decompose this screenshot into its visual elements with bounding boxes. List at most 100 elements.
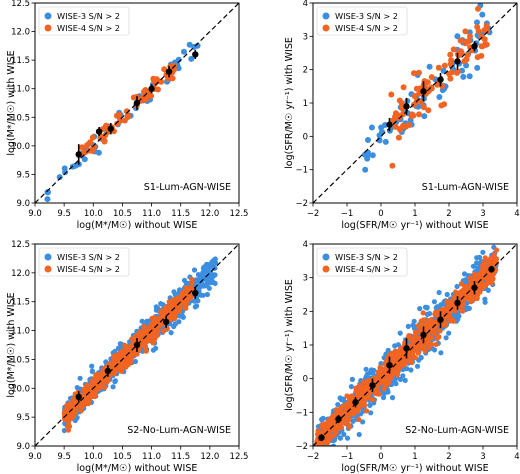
data-point bbox=[337, 435, 343, 441]
data-point bbox=[462, 28, 469, 35]
data-point bbox=[168, 330, 174, 336]
data-point bbox=[452, 308, 458, 314]
data-point bbox=[45, 189, 51, 196]
data-point bbox=[338, 405, 344, 411]
y-tick-label: 12.0 bbox=[11, 28, 30, 38]
data-point bbox=[473, 275, 480, 281]
data-point bbox=[320, 458, 325, 463]
legend-box bbox=[38, 247, 130, 277]
data-point bbox=[400, 122, 407, 129]
data-point bbox=[458, 281, 464, 287]
x-tick-label: 10.5 bbox=[113, 452, 132, 462]
data-point bbox=[447, 75, 454, 82]
data-point bbox=[479, 263, 486, 269]
x-axis-label: log(M*/M☉) without WISE bbox=[77, 220, 198, 231]
data-point bbox=[455, 52, 462, 59]
data-point bbox=[356, 404, 362, 410]
data-point bbox=[189, 277, 195, 283]
x-tick-label: 9.5 bbox=[57, 452, 71, 462]
data-point bbox=[382, 138, 389, 145]
data-point bbox=[464, 292, 470, 298]
data-point bbox=[188, 55, 195, 62]
data-point bbox=[320, 424, 326, 430]
data-point bbox=[433, 341, 439, 347]
data-point bbox=[474, 255, 480, 261]
data-point bbox=[460, 73, 467, 80]
data-point bbox=[479, 285, 485, 291]
data-point bbox=[436, 289, 442, 296]
data-point bbox=[369, 370, 375, 376]
data-point bbox=[416, 111, 422, 118]
data-point bbox=[490, 261, 496, 267]
median-point bbox=[318, 434, 325, 441]
data-point bbox=[463, 277, 469, 283]
legend-marker bbox=[44, 24, 52, 32]
data-point bbox=[331, 412, 337, 419]
data-point bbox=[367, 402, 373, 408]
y-tick-label: 11.5 bbox=[11, 298, 30, 308]
y-tick-label: 9.5 bbox=[16, 413, 30, 423]
data-point bbox=[152, 80, 159, 86]
y-tick-label: 9.5 bbox=[16, 170, 30, 180]
data-point bbox=[364, 153, 371, 160]
data-point bbox=[447, 303, 453, 309]
data-point bbox=[467, 282, 473, 288]
legend: WISE-3 S/N > 2 WISE-4 S/N > 2 bbox=[38, 247, 130, 277]
data-point bbox=[324, 434, 330, 440]
data-point bbox=[475, 28, 482, 35]
median-point bbox=[148, 85, 155, 92]
data-point bbox=[421, 78, 428, 85]
x-tick-label: 2 bbox=[446, 209, 451, 219]
x-tick-label: 1 bbox=[412, 209, 417, 219]
data-point bbox=[365, 137, 371, 143]
y-tick-label: 10.5 bbox=[11, 355, 30, 365]
data-point bbox=[413, 335, 419, 341]
plot-area bbox=[313, 244, 517, 463]
data-point bbox=[87, 395, 93, 401]
x-tick-label: 11.0 bbox=[142, 209, 161, 219]
data-point bbox=[124, 356, 130, 362]
data-point bbox=[404, 98, 411, 104]
median-point bbox=[437, 316, 444, 323]
data-point bbox=[445, 299, 451, 305]
data-point bbox=[348, 384, 354, 390]
data-point bbox=[121, 117, 128, 124]
data-point bbox=[361, 379, 367, 385]
plot-area bbox=[35, 3, 239, 203]
data-point bbox=[411, 318, 417, 324]
data-point bbox=[181, 48, 187, 55]
data-point bbox=[467, 33, 473, 40]
data-point bbox=[62, 169, 69, 176]
data-point bbox=[158, 301, 164, 307]
data-point bbox=[436, 94, 443, 100]
y-tick-label: 4 bbox=[303, 0, 308, 9]
data-point bbox=[418, 321, 424, 327]
data-point bbox=[69, 400, 75, 406]
data-point bbox=[362, 166, 369, 173]
data-point bbox=[446, 330, 452, 336]
data-point bbox=[172, 321, 178, 327]
x-tick-label: 10.0 bbox=[84, 209, 103, 219]
legend: WISE-3 S/N > 2 WISE-4 S/N > 2 bbox=[316, 6, 408, 36]
data-point bbox=[347, 408, 353, 414]
y-tick-label: 12.5 bbox=[11, 0, 30, 9]
series-wise4 bbox=[388, 5, 490, 169]
legend-label: WISE-4 S/N > 2 bbox=[57, 264, 120, 274]
median-point bbox=[104, 367, 112, 375]
data-point bbox=[378, 124, 385, 131]
data-point bbox=[448, 57, 455, 64]
x-tick-label: 0 bbox=[378, 452, 383, 462]
axes-frame bbox=[34, 243, 240, 447]
data-point bbox=[65, 427, 71, 433]
data-point bbox=[478, 52, 485, 59]
data-point bbox=[65, 405, 71, 411]
data-point bbox=[202, 266, 208, 272]
data-point bbox=[475, 5, 481, 12]
y-tick-label: 3 bbox=[303, 274, 308, 284]
plot-area bbox=[35, 244, 239, 446]
y-tick-label: 1 bbox=[303, 341, 308, 351]
median-point bbox=[192, 289, 199, 297]
data-point bbox=[100, 369, 106, 375]
legend-marker bbox=[44, 253, 52, 261]
data-point bbox=[454, 69, 460, 76]
